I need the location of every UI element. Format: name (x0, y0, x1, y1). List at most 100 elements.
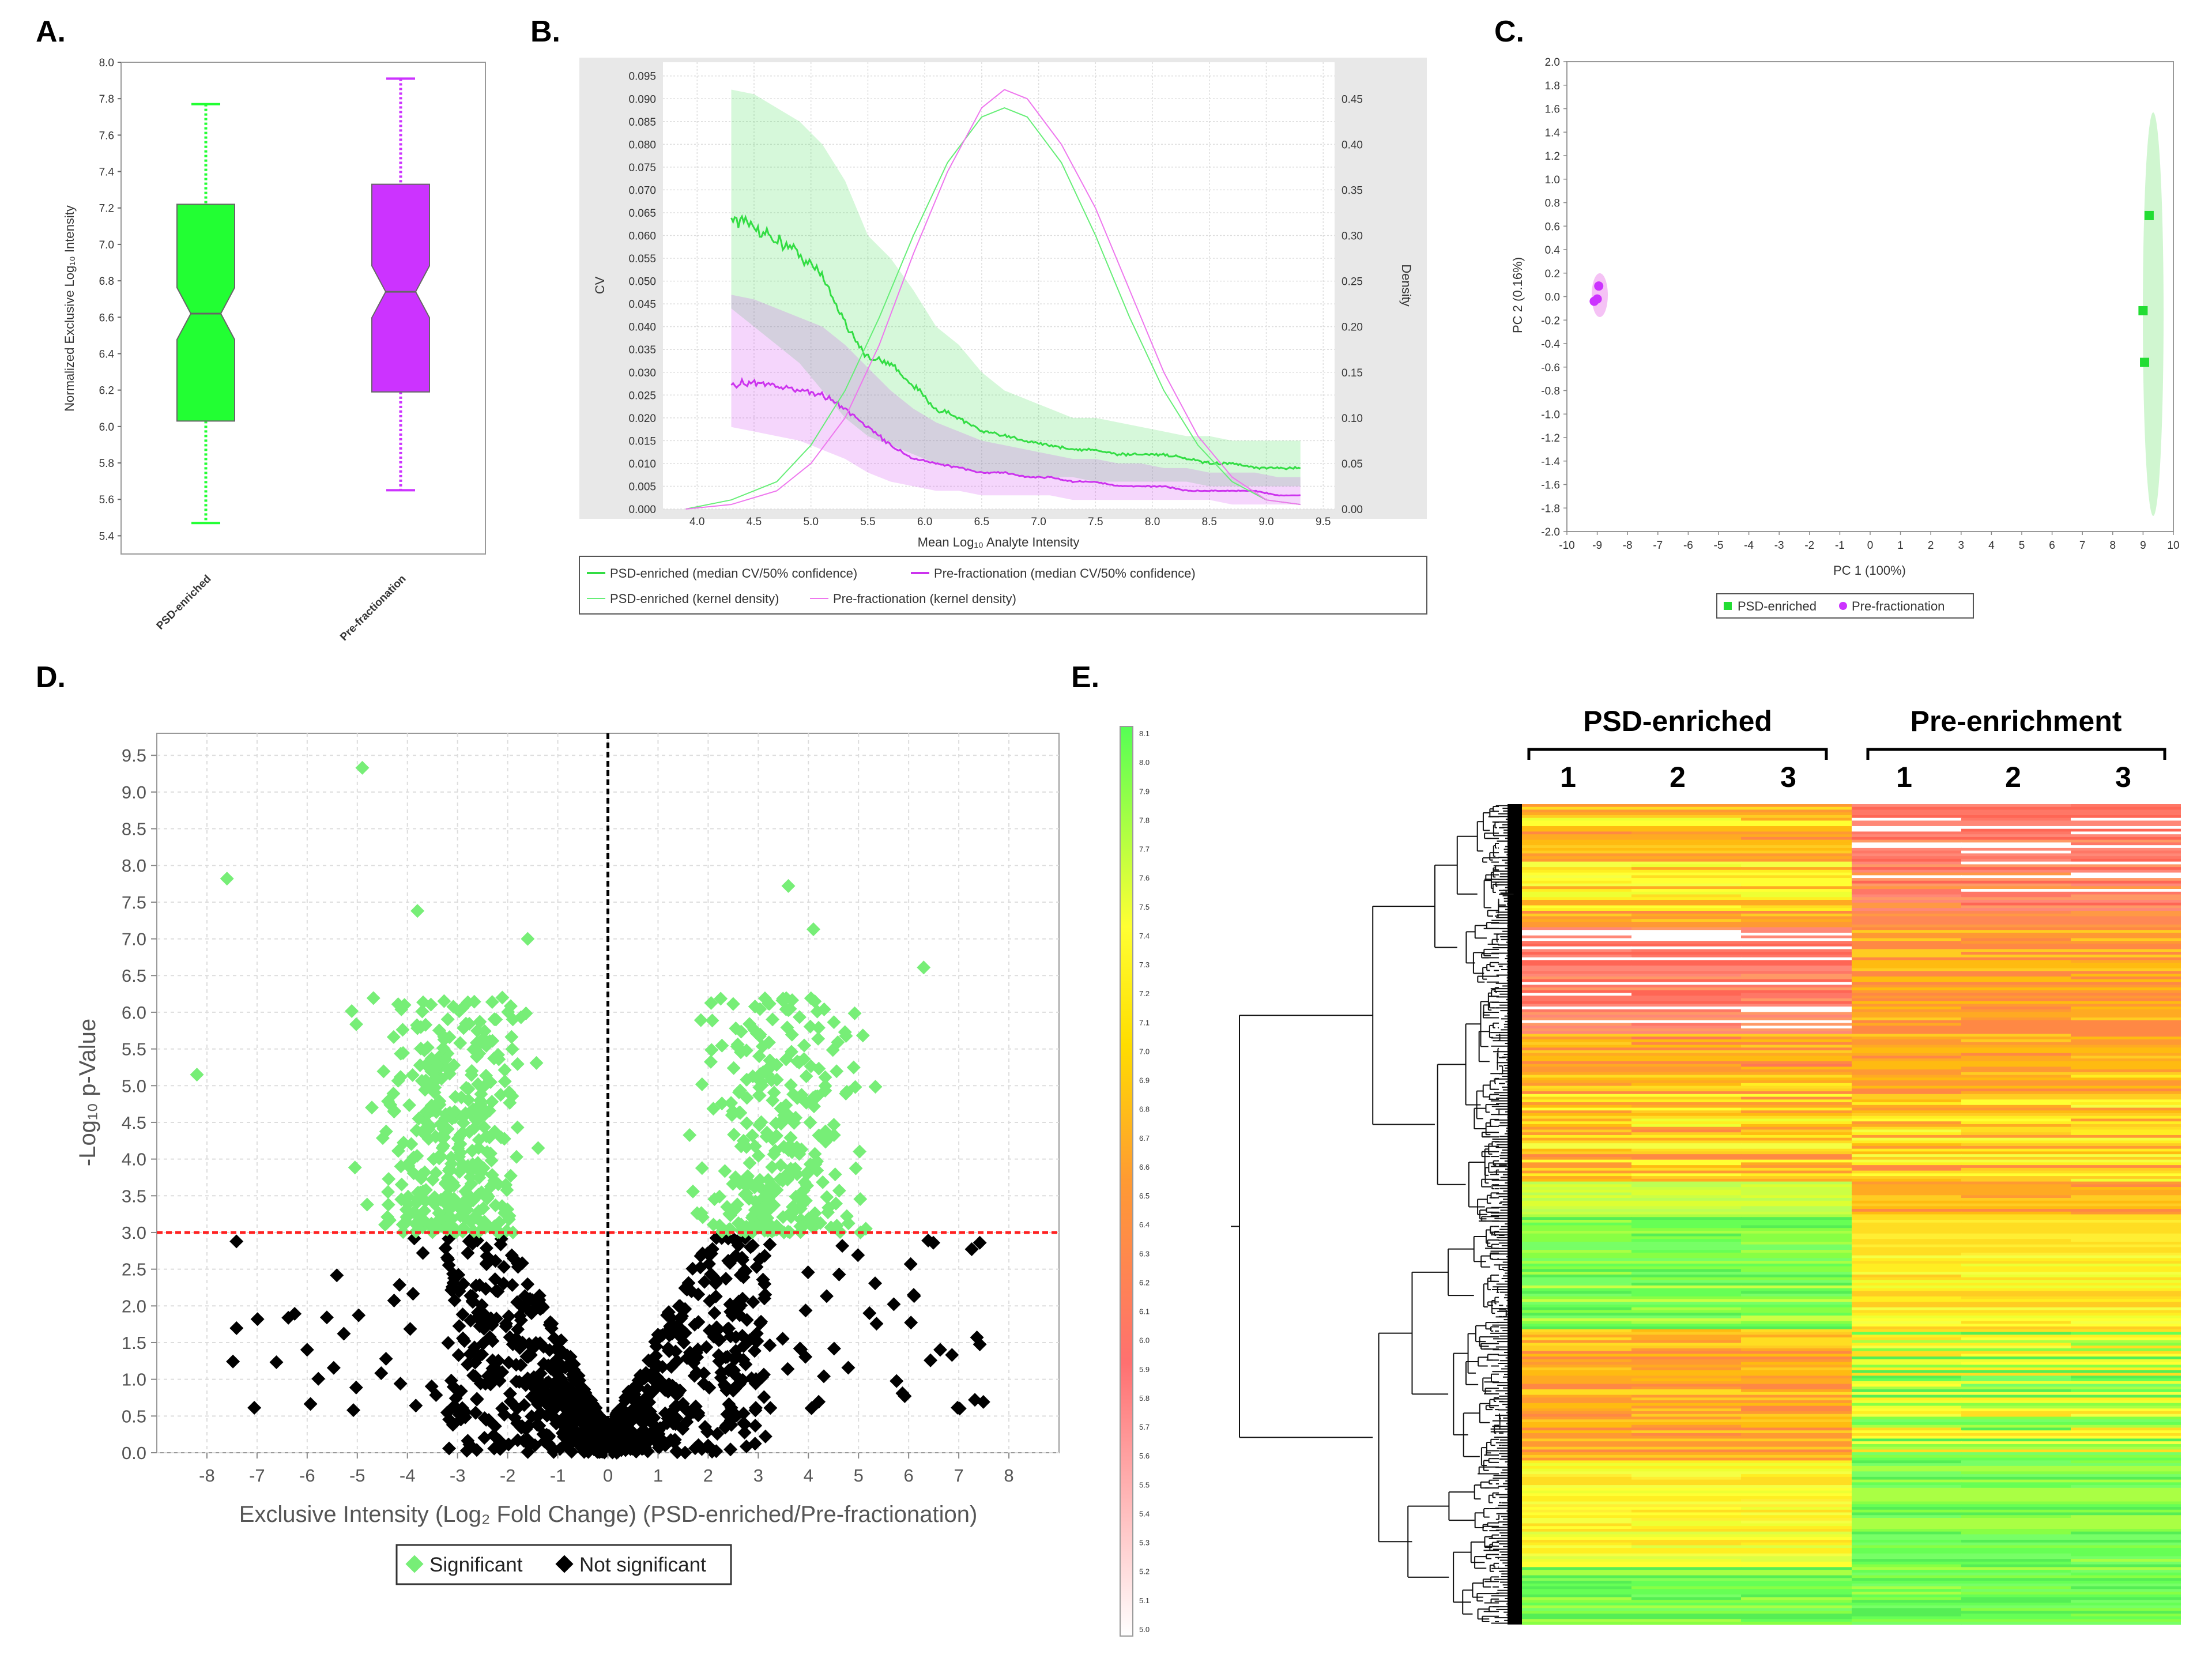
heatmap-cell (1522, 1263, 1632, 1267)
heatmap-cell (1631, 1012, 1742, 1015)
colorbar-tick-label: 5.9 (1139, 1365, 1150, 1374)
heatmap-cell (1741, 943, 1852, 947)
heatmap-cell (1852, 1140, 1962, 1144)
heatmap-cell (1961, 1572, 2071, 1576)
heatmap-cell (1631, 1026, 1742, 1029)
volcano-point-not-significant (729, 1351, 743, 1366)
volcano-point-not-significant (763, 1401, 778, 1415)
heatmap-cell (2071, 1365, 2181, 1368)
heatmap-cell (2071, 834, 2181, 838)
heatmap-cell (1741, 1288, 1852, 1291)
heatmap-cell (1522, 1132, 1632, 1136)
heatmap-cell (1522, 894, 1632, 898)
heatmap-cell (1852, 1332, 1962, 1335)
heatmap-cell (1961, 1072, 2071, 1076)
heatmap-cell (2071, 1578, 2181, 1581)
heatmap-cell (1961, 921, 2071, 925)
heatmap-cell (1961, 1039, 2071, 1043)
heatmap-cell (1961, 1042, 2071, 1046)
heatmap-cell (1631, 1165, 1742, 1169)
heatmap-cell (1631, 1091, 1742, 1095)
legend-not-significant: Not significant (579, 1554, 706, 1576)
colorbar-tick-label: 5.1 (1139, 1596, 1150, 1605)
pca-point-psd-enriched (2138, 306, 2148, 315)
volcano-point-not-significant (447, 1293, 462, 1307)
heatmap-cell (1741, 804, 1852, 808)
volcano-point-not-significant (749, 1326, 764, 1341)
heatmap-cell (1522, 1479, 1632, 1483)
heatmap-cell (1631, 845, 1742, 849)
heatmap-cell (1961, 1277, 2071, 1280)
heatmap-cell (1852, 1047, 1962, 1051)
heatmap-cell (1631, 1167, 1742, 1171)
heatmap-cell (1522, 1244, 1632, 1248)
heatmap-cell (1961, 1239, 2071, 1242)
heatmap-cell (1961, 1159, 2071, 1163)
heatmap-cell (2071, 1096, 2181, 1100)
volcano-point-not-significant (479, 1256, 493, 1271)
volcano-point-not-significant (522, 1438, 537, 1453)
heatmap-cell (1631, 1614, 1742, 1617)
heatmap-cell (1522, 891, 1632, 895)
heatmap-cell (1961, 1053, 2071, 1056)
panel-b-ytick-label: 0.060 (628, 231, 656, 243)
volcano-point-significant (727, 1128, 741, 1142)
volcano-point-significant (382, 1172, 396, 1186)
heatmap-cell (1961, 976, 2071, 980)
heatmap-cell (2071, 1151, 2181, 1155)
panel-c-ytick-label: 1.4 (1545, 127, 1561, 139)
heatmap-cell (1631, 897, 1742, 900)
heatmap-cell (1522, 872, 1632, 876)
heatmap-cell (1741, 1553, 1852, 1557)
heatmap-cell (1631, 952, 1742, 955)
heatmap-cell (1522, 1370, 1632, 1374)
volcano-point-significant (452, 1150, 466, 1164)
panel-d-xtick-label: 2 (703, 1465, 713, 1486)
heatmap-cell (1741, 1537, 1852, 1540)
heatmap-cell (1741, 1498, 1852, 1502)
heatmap-cell (2071, 910, 2181, 914)
volcano-point-significant (740, 1091, 754, 1105)
heatmap-cell (1741, 993, 1852, 996)
heatmap-cell (1741, 1230, 1852, 1234)
heatmap-cell (2071, 1184, 2181, 1188)
heatmap-cell (2071, 1518, 2181, 1521)
volcano-point-not-significant (748, 1419, 763, 1433)
heatmap-cell (1741, 1318, 1852, 1322)
panel-d-ytick-label: 3.0 (122, 1223, 146, 1243)
panel-d-xtick-label: 3 (753, 1465, 763, 1486)
heatmap-cell (1741, 1083, 1852, 1087)
heatmap-cell (1961, 1534, 2071, 1537)
volcano-point-significant (713, 1218, 727, 1233)
heatmap-cell (2071, 1219, 2181, 1223)
heatmap-cell (1631, 1603, 1742, 1606)
heatmap-cell (1961, 839, 2071, 843)
heatmap-cell (2071, 1575, 2181, 1578)
heatmap-cell (2071, 1471, 2181, 1475)
heatmap-cell (2071, 1586, 2181, 1589)
volcano-point-not-significant (801, 1265, 815, 1280)
heatmap-cell (1522, 990, 1632, 993)
heatmap-cell (1961, 812, 2071, 816)
heatmap-cell (1961, 1145, 2071, 1150)
heatmap-cell (1522, 1121, 1632, 1125)
heatmap-cell (1961, 1397, 2071, 1401)
heatmap-cell (1522, 1250, 1632, 1253)
heatmap-cell (1741, 1375, 1852, 1379)
volcano-point-not-significant (747, 1344, 762, 1358)
heatmap-cell (2071, 927, 2181, 930)
heatmap-cell (1631, 908, 1742, 911)
volcano-point-not-significant (616, 1423, 631, 1438)
volcano-point-not-significant (392, 1277, 406, 1292)
volcano-point-not-significant (775, 1332, 790, 1346)
volcano-point-significant (472, 1112, 486, 1126)
heatmap-cell (1631, 1105, 1742, 1109)
heatmap-cell (2071, 1605, 2181, 1609)
heatmap-cell (2071, 1427, 2181, 1431)
heatmap-cell (1741, 1589, 1852, 1592)
heatmap-cell (1522, 971, 1632, 974)
heatmap-cell (1522, 1375, 1632, 1379)
heatmap-cell (1961, 869, 2071, 873)
heatmap-cell (1961, 858, 2071, 862)
heatmap-cell (1852, 1384, 1962, 1387)
